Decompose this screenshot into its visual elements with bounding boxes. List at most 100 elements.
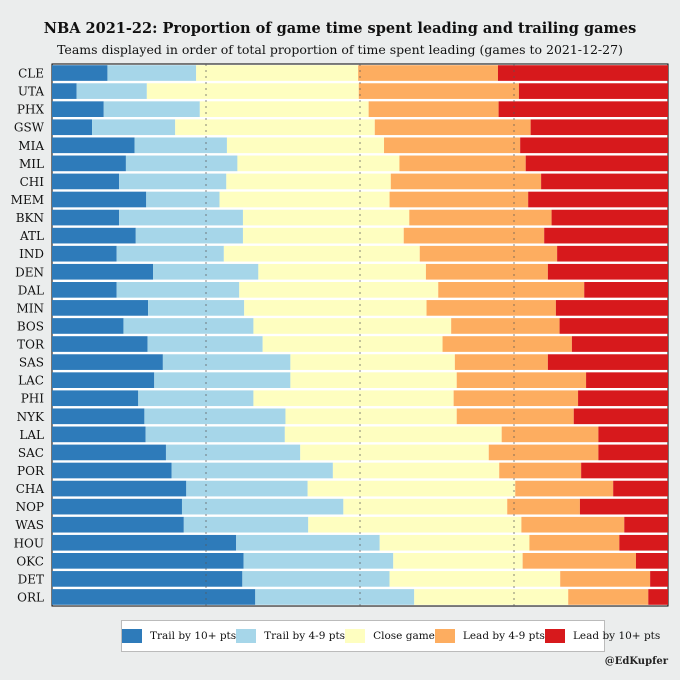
bar-segment-ind-0 [52,245,117,262]
y-tick-label: GSW [14,121,45,135]
bar-segment-det-4 [650,571,668,587]
bar-segment-gsw-4 [530,119,668,136]
legend-label: Trail by 10+ pts [150,630,237,642]
bar-segment-mia-3 [384,137,521,154]
bar-segment-gsw-0 [52,119,93,136]
chart-title: NBA 2021-22: Proportion of game time spe… [43,20,637,37]
y-tick-label: DEN [15,265,44,279]
bar-segment-cle-4 [497,65,668,81]
y-tick-label: UTA [18,85,44,99]
legend-swatch [122,629,142,643]
bar-segment-sac-4 [598,444,668,461]
bar-segment-dal-3 [438,282,585,298]
y-tick-label: BKN [16,211,44,225]
bar-segment-cha-2 [307,480,516,497]
y-tick-label: PHX [17,103,45,117]
bar-segment-phi-2 [253,390,454,407]
bar-segment-nyk-4 [573,408,668,425]
bar-segment-was-3 [521,516,625,533]
bar-segment-phi-4 [578,390,668,407]
bar-segment-bos-2 [253,318,452,334]
y-tick-label: IND [19,247,44,261]
bar-segment-uta-3 [358,83,519,99]
bar-segment-min-0 [52,300,149,316]
gridlines [205,64,515,606]
bar-segment-lal-0 [52,426,146,443]
bar-segment-mil-3 [399,155,526,172]
bar-segment-sac-2 [300,444,489,461]
y-tick-label: SAC [18,446,44,460]
y-tick-label: BOS [17,319,44,333]
bar-segment-cha-1 [186,480,308,497]
bar-segment-tor-3 [442,336,572,352]
legend-label: Close game [373,630,435,642]
bar-segment-sac-3 [488,444,599,461]
bar-segment-tor-2 [262,336,443,352]
bar-segment-sas-2 [290,354,455,370]
legend-label: Trail by 4-9 pts [264,630,346,642]
bar-segment-min-2 [244,300,427,316]
bar-segment-den-3 [425,263,548,280]
bar-segment-nop-0 [52,498,182,515]
bar-segment-cle-3 [358,65,498,81]
bar-segment-mem-0 [52,191,147,208]
bar-segment-dal-1 [116,282,240,298]
bar-segment-orl-2 [414,589,569,605]
bar-segment-phx-1 [103,101,200,117]
y-tick-label: NYK [17,410,45,424]
bars-group [52,65,668,605]
y-tick-label: HOU [14,536,44,550]
bar-segment-lal-4 [598,426,668,443]
bar-segment-okc-3 [522,553,636,569]
bar-segment-uta-4 [518,83,668,99]
bar-segment-hou-4 [619,534,668,551]
y-tick-label: CLE [18,67,44,81]
y-tick-label: LAL [19,428,44,442]
bar-segment-orl-0 [52,589,256,605]
bar-segment-nyk-1 [144,408,286,425]
bar-segment-uta-2 [146,83,359,99]
bar-segment-okc-2 [393,553,523,569]
bar-segment-cle-2 [196,65,359,81]
bar-segment-lac-4 [586,372,668,388]
bar-segment-mil-0 [52,155,126,172]
bar-segment-min-3 [426,300,556,316]
bar-segment-atl-2 [242,227,404,244]
bar-segment-was-1 [183,516,309,533]
bar-segment-por-3 [499,462,582,479]
bar-segment-okc-0 [52,553,244,569]
legend-swatch [345,629,366,643]
bar-segment-min-4 [555,300,668,316]
y-tick-label: MEM [11,193,44,207]
bar-segment-det-3 [560,571,651,587]
bar-segment-cha-3 [515,480,614,497]
bar-segment-chi-3 [390,173,542,190]
bar-segment-okc-4 [635,553,668,569]
bar-segment-ind-1 [116,245,224,262]
y-tick-label: TOR [17,338,45,352]
y-tick-label: MIN [16,301,44,315]
y-tick-label: NOP [16,500,44,514]
bar-segment-chi-4 [541,173,668,190]
y-tick-label: CHA [16,482,45,496]
bar-segment-cle-0 [52,65,108,81]
bar-segment-hou-2 [379,534,530,551]
bar-segment-cha-4 [613,480,668,497]
bar-segment-ind-4 [557,245,668,262]
y-tick-label: OKC [16,554,44,568]
credit-text: @EdKupfer [604,656,668,667]
chart-subtitle: Teams displayed in order of total propor… [57,42,623,57]
y-tick-label: DET [18,572,44,586]
bar-segment-phi-3 [453,390,579,407]
bar-segment-phx-3 [368,101,499,117]
bar-segment-atl-1 [135,227,243,244]
bar-segment-por-4 [581,462,668,479]
bar-segment-por-0 [52,462,172,479]
y-tick-label: ORL [17,590,44,604]
bar-segment-phx-4 [498,101,668,117]
bar-segment-mem-2 [219,191,390,208]
bar-segment-lal-1 [145,426,285,443]
bar-segment-bos-0 [52,318,124,334]
bar-segment-orl-4 [648,589,668,605]
